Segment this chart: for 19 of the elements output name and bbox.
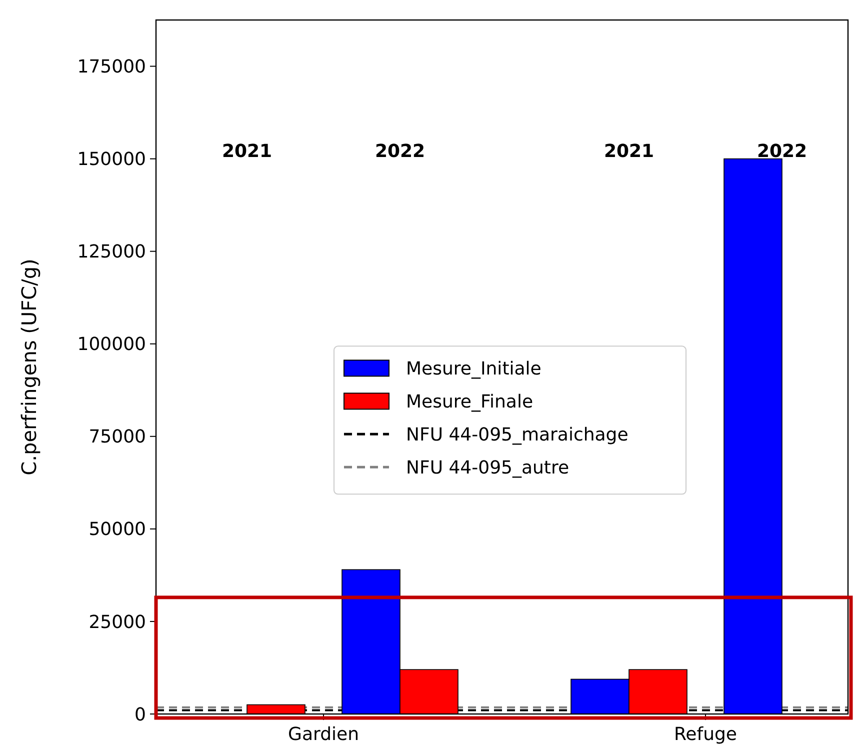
legend-label: Mesure_Initiale — [406, 358, 542, 380]
y-tick-label: 175000 — [77, 56, 146, 78]
y-tick-label: 50000 — [88, 519, 146, 540]
x-tick-label: 2022 — [756, 140, 808, 162]
y-tick-label: 0 — [134, 704, 146, 726]
y-tick-label: 150000 — [77, 149, 146, 170]
text: Gardien — [288, 724, 359, 745]
x-tick-label: 2021 — [604, 140, 654, 162]
y-tick-label: 75000 — [88, 426, 146, 448]
y-axis-title: C.perfringens (UFC/g) — [17, 258, 41, 476]
x-tick-label: 2021 — [222, 140, 272, 162]
legend-label: NFU 44-095_autre — [406, 457, 570, 478]
text: Refuge — [674, 724, 738, 745]
legend-label: NFU 44-095_maraichage — [406, 424, 628, 446]
y-tick-label: 25000 — [88, 612, 146, 633]
legend-label: Mesure_Finale — [406, 391, 534, 412]
y-tick-label: 125000 — [77, 242, 146, 263]
x-tick-label: 2022 — [374, 140, 426, 162]
y-tick-label: 100000 — [77, 334, 146, 356]
